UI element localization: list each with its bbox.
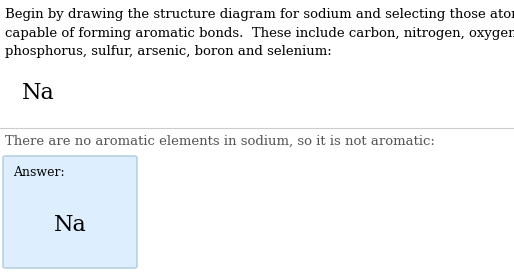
Text: Na: Na: [53, 214, 86, 236]
Text: There are no aromatic elements in sodium, so it is not aromatic:: There are no aromatic elements in sodium…: [5, 135, 435, 148]
Text: Begin by drawing the structure diagram for sodium and selecting those atoms
capa: Begin by drawing the structure diagram f…: [5, 8, 514, 58]
Text: Na: Na: [22, 82, 55, 104]
FancyBboxPatch shape: [3, 156, 137, 268]
Text: Answer:: Answer:: [13, 166, 65, 179]
